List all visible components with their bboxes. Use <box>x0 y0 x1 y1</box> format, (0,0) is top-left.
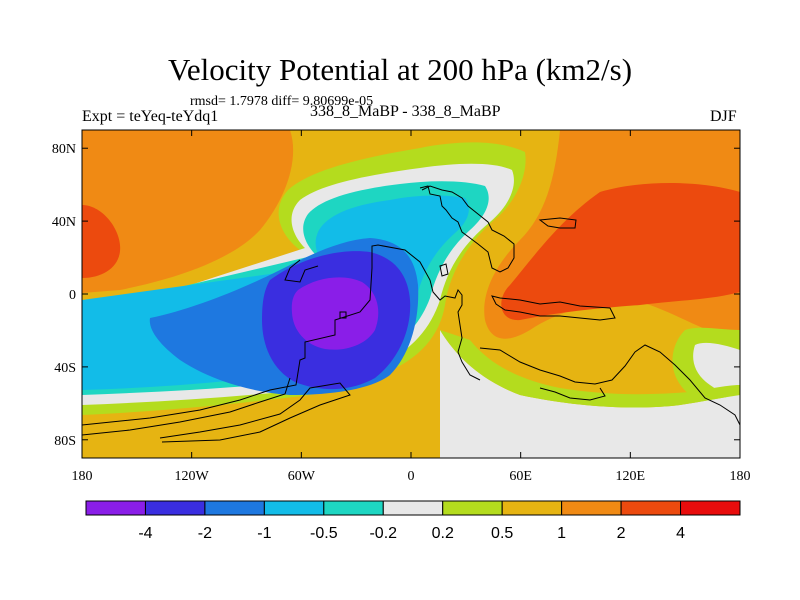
colorbar-swatch <box>501 500 563 516</box>
colorbar-swatch <box>204 500 265 516</box>
colorbar-swatch <box>323 500 384 516</box>
y-tick-label: 40S <box>54 361 76 376</box>
stats-label: rmsd= 1.7978 diff= 9.80699e-05 <box>190 94 374 109</box>
colorbar-swatch <box>85 500 146 516</box>
y-axis: 80N 40N 0 40S 80S <box>52 142 740 449</box>
colorbar-swatch <box>442 500 503 516</box>
band-neutral-south <box>440 330 740 458</box>
colorbar: -4 -2 -1 -0.5 -0.2 0.2 0.5 1 2 4 <box>85 500 741 542</box>
x-tick-label: 120W <box>175 469 210 484</box>
colorbar-label: -4 <box>138 525 152 542</box>
colorbar-swatch <box>263 500 325 516</box>
colorbar-swatch <box>144 500 206 516</box>
x-tick-label: 0 <box>408 469 415 484</box>
colorbar-label: -0.2 <box>369 525 397 542</box>
contour-fill <box>82 130 740 458</box>
coastlines <box>82 185 740 443</box>
chart-title: Velocity Potential at 200 hPa (km2/s) <box>167 52 633 87</box>
colorbar-label: -0.5 <box>310 525 338 542</box>
band-positive-south <box>440 330 740 408</box>
band-positive-2-4-east <box>501 183 740 321</box>
colorbar-swatch <box>561 500 622 516</box>
y-tick-label: 0 <box>69 288 76 303</box>
experiment-label: Expt = teYeq-teYdq1 <box>82 108 219 125</box>
colorbar-label: 2 <box>617 525 626 542</box>
case-label: 338_8_MaBP - 338_8_MaBP <box>310 103 501 120</box>
y-tick-label: 40N <box>52 215 76 230</box>
band-positive-1-2-west <box>82 130 294 293</box>
colorbar-label: 4 <box>676 525 685 542</box>
colorbar-label: 0.2 <box>432 525 454 542</box>
colorbar-label: 0.5 <box>491 525 513 542</box>
colorbar-swatch <box>680 500 741 516</box>
x-axis: 180 120W 60W 0 60E 120E 180 <box>72 130 751 484</box>
colorbar-swatch <box>382 500 444 516</box>
y-tick-label: 80N <box>52 142 76 157</box>
x-tick-label: 60W <box>288 469 316 484</box>
colorbar-label: 1 <box>557 525 566 542</box>
x-tick-label: 180 <box>730 469 751 484</box>
band-positive-2-4-west <box>82 205 121 278</box>
season-label: DJF <box>710 108 737 125</box>
colorbar-label: -1 <box>257 525 271 542</box>
band-negative-min <box>291 277 379 350</box>
colorbar-label: -2 <box>198 525 212 542</box>
x-tick-label: 180 <box>72 469 93 484</box>
y-tick-label: 80S <box>54 434 76 449</box>
x-tick-label: 120E <box>616 469 646 484</box>
colorbar-swatch <box>620 500 682 516</box>
x-tick-label: 60E <box>509 469 532 484</box>
